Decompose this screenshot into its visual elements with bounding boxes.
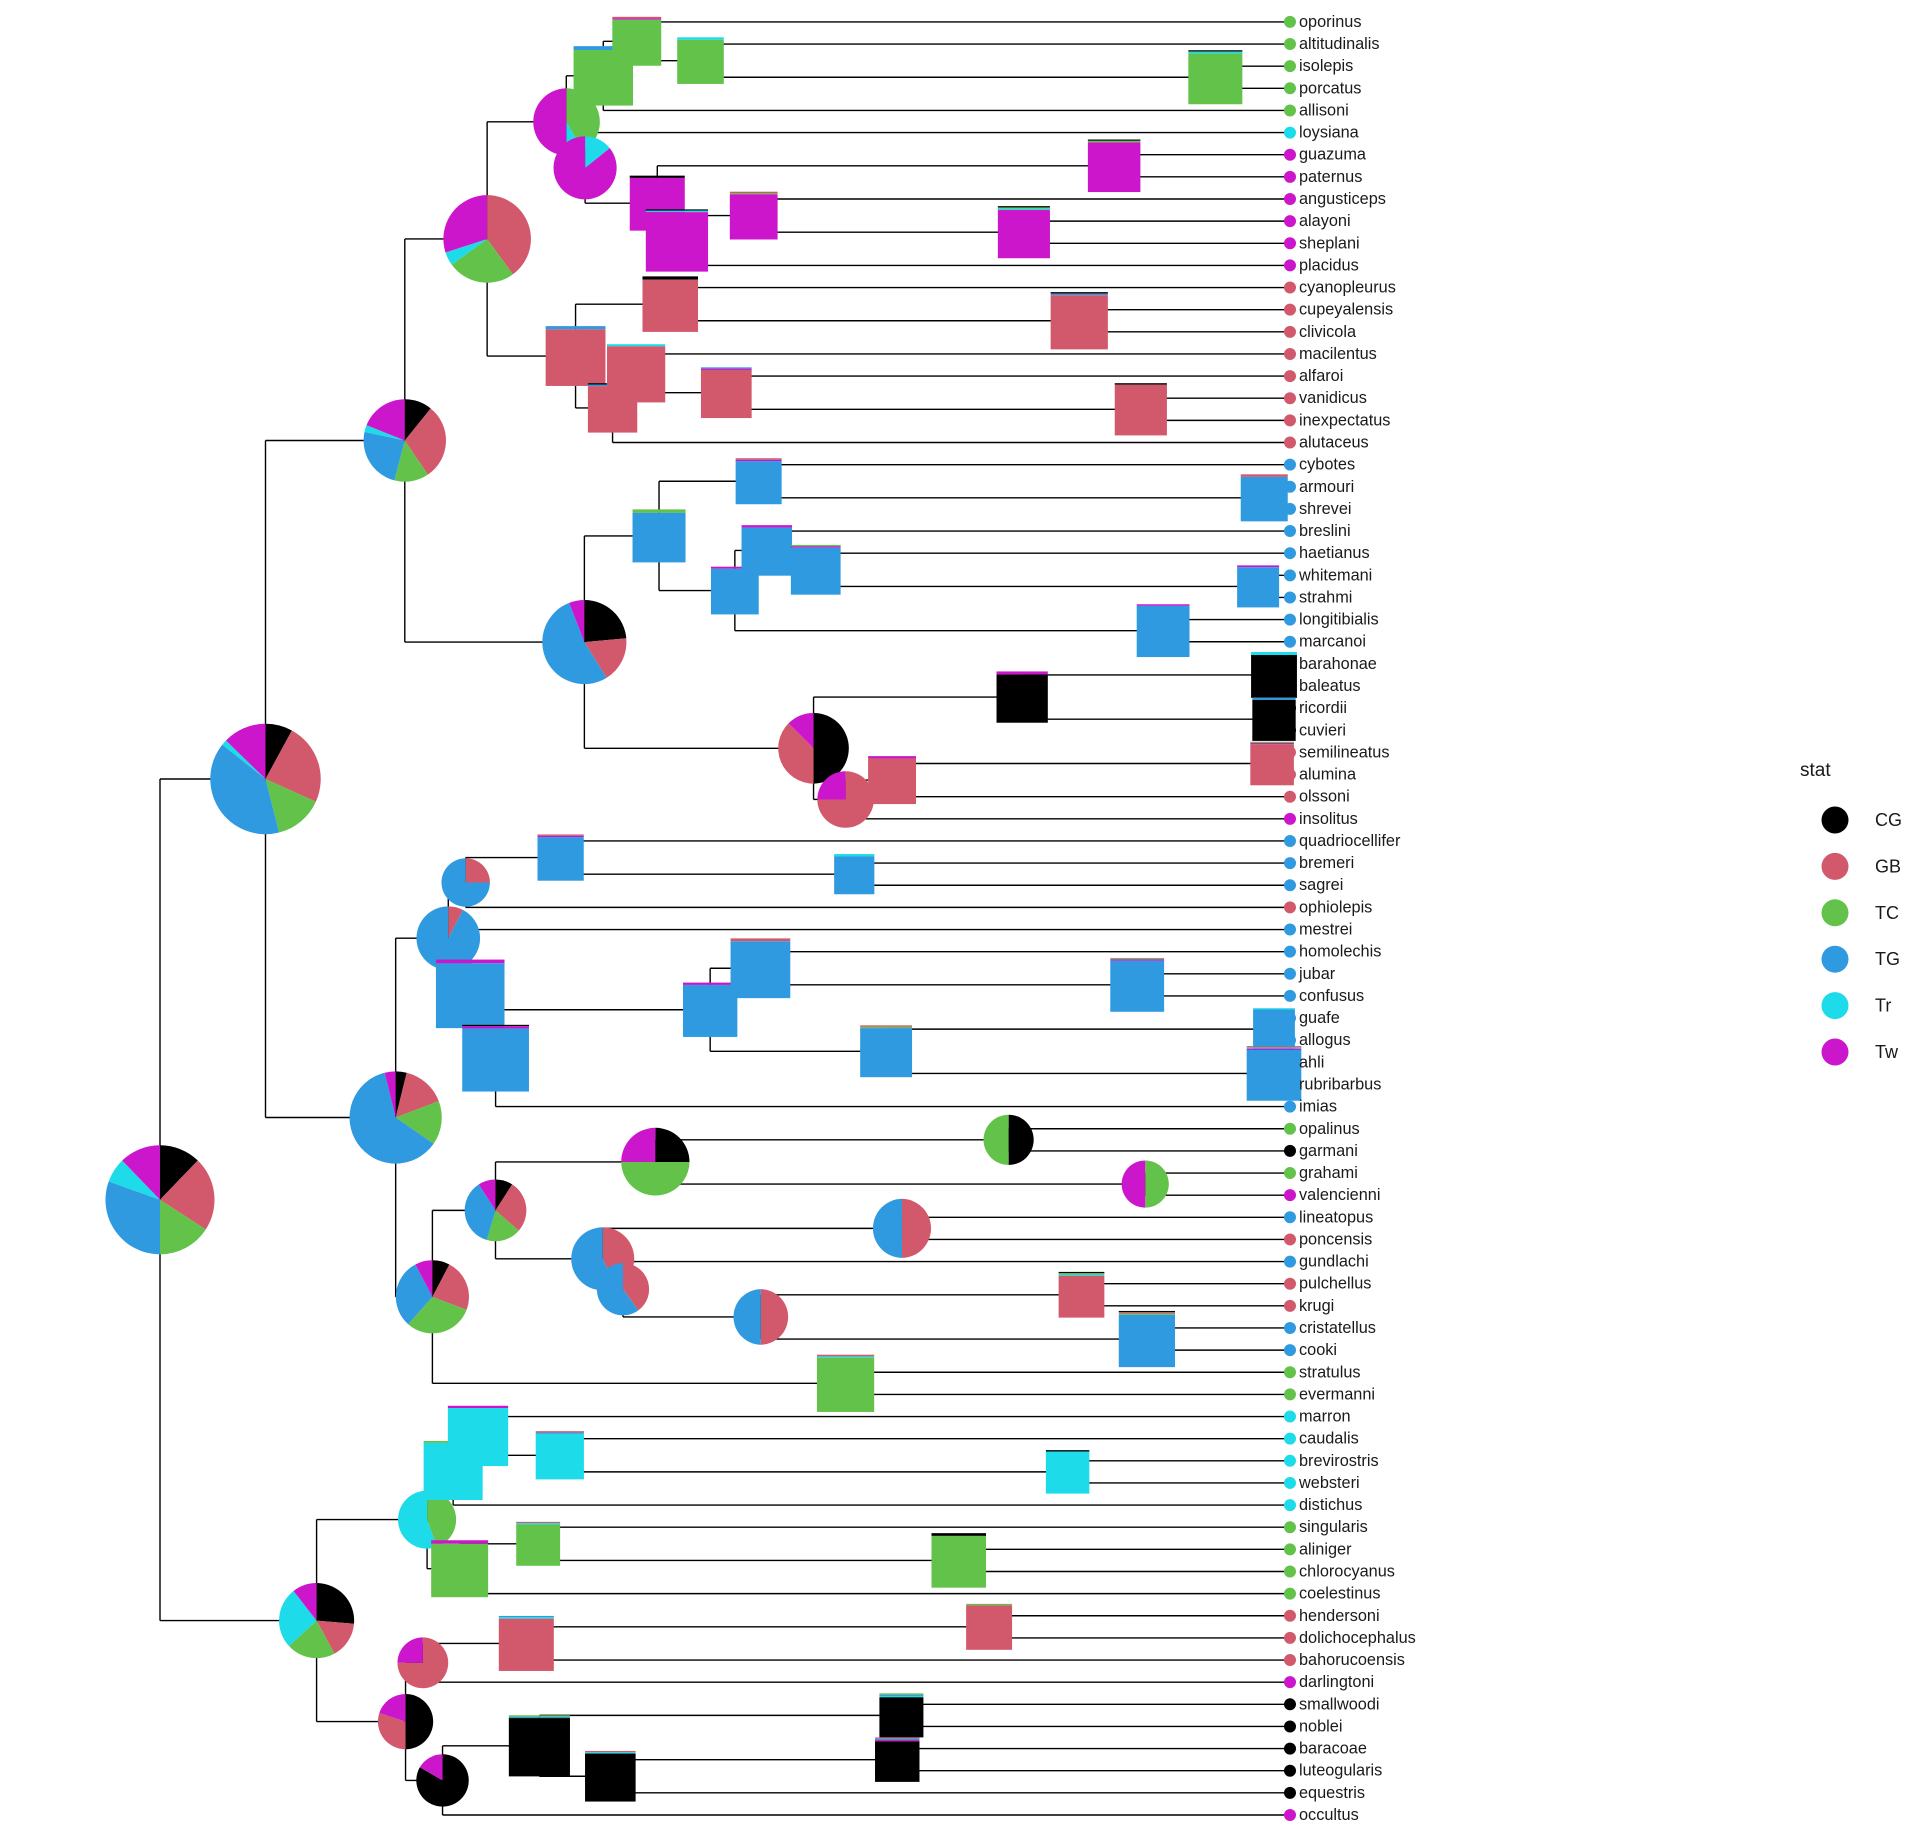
svg-text:breslini: breslini	[1299, 522, 1351, 540]
svg-text:rubribarbus: rubribarbus	[1299, 1075, 1381, 1093]
svg-text:placidus: placidus	[1299, 256, 1359, 274]
svg-text:Tr: Tr	[1875, 996, 1891, 1016]
svg-text:oporinus: oporinus	[1299, 13, 1361, 31]
svg-text:stat: stat	[1800, 760, 1831, 781]
svg-text:mestrei: mestrei	[1299, 921, 1352, 939]
svg-text:vanidicus: vanidicus	[1299, 389, 1367, 407]
svg-text:poncensis: poncensis	[1299, 1230, 1372, 1248]
svg-text:valencienni: valencienni	[1299, 1186, 1380, 1204]
svg-text:loysiana: loysiana	[1299, 124, 1360, 142]
svg-text:barahonae: barahonae	[1299, 655, 1377, 673]
svg-text:allogus: allogus	[1299, 1031, 1351, 1049]
svg-text:ricordii: ricordii	[1299, 699, 1347, 717]
svg-text:alumina: alumina	[1299, 766, 1357, 784]
svg-text:homolechis: homolechis	[1299, 943, 1381, 961]
svg-text:cooki: cooki	[1299, 1341, 1337, 1359]
svg-text:quadriocellifer: quadriocellifer	[1299, 832, 1401, 850]
svg-text:bahorucoensis: bahorucoensis	[1299, 1651, 1405, 1669]
svg-text:grahami: grahami	[1299, 1164, 1358, 1182]
svg-text:cyanopleurus: cyanopleurus	[1299, 279, 1396, 297]
svg-text:semilineatus: semilineatus	[1299, 743, 1390, 761]
svg-text:marcanoi: marcanoi	[1299, 633, 1366, 651]
svg-text:stratulus: stratulus	[1299, 1363, 1361, 1381]
svg-text:lineatopus: lineatopus	[1299, 1208, 1373, 1226]
svg-text:porcatus: porcatus	[1299, 79, 1361, 97]
svg-text:isolepis: isolepis	[1299, 57, 1353, 75]
svg-text:garmani: garmani	[1299, 1142, 1358, 1160]
svg-text:whitemani: whitemani	[1298, 566, 1372, 584]
svg-text:guazuma: guazuma	[1299, 146, 1367, 164]
svg-text:darlingtoni: darlingtoni	[1299, 1673, 1374, 1691]
svg-text:Tw: Tw	[1875, 1042, 1899, 1062]
svg-text:luteogularis: luteogularis	[1299, 1762, 1382, 1780]
svg-text:inexpectatus: inexpectatus	[1299, 411, 1390, 429]
svg-text:haetianus: haetianus	[1299, 544, 1370, 562]
svg-text:shrevei: shrevei	[1299, 500, 1352, 518]
svg-text:gundlachi: gundlachi	[1299, 1253, 1369, 1271]
svg-text:paternus: paternus	[1299, 168, 1362, 186]
svg-text:bremeri: bremeri	[1299, 854, 1354, 872]
svg-text:smallwoodi: smallwoodi	[1299, 1695, 1380, 1713]
svg-text:alutaceus: alutaceus	[1299, 434, 1369, 452]
svg-text:allisoni: allisoni	[1299, 101, 1349, 119]
svg-text:sheplani: sheplani	[1299, 234, 1360, 252]
svg-text:guafe: guafe	[1299, 1009, 1340, 1027]
svg-text:equestris: equestris	[1299, 1784, 1365, 1802]
svg-text:angusticeps: angusticeps	[1299, 190, 1386, 208]
svg-text:distichus: distichus	[1299, 1496, 1362, 1514]
svg-text:dolichocephalus: dolichocephalus	[1299, 1629, 1416, 1647]
svg-text:baleatus: baleatus	[1299, 677, 1361, 695]
svg-text:aliniger: aliniger	[1299, 1540, 1352, 1558]
svg-text:strahmi: strahmi	[1299, 588, 1352, 606]
svg-text:baracoae: baracoae	[1299, 1740, 1367, 1758]
svg-text:GB: GB	[1875, 856, 1901, 876]
svg-text:insolitus: insolitus	[1299, 810, 1358, 828]
svg-text:cupeyalensis: cupeyalensis	[1299, 301, 1393, 319]
svg-text:evermanni: evermanni	[1299, 1385, 1375, 1403]
svg-text:pulchellus: pulchellus	[1299, 1275, 1371, 1293]
svg-text:CG: CG	[1875, 810, 1902, 830]
svg-text:clivicola: clivicola	[1299, 323, 1357, 341]
svg-text:noblei: noblei	[1299, 1717, 1342, 1735]
svg-text:alayoni: alayoni	[1299, 212, 1351, 230]
svg-text:TC: TC	[1875, 903, 1899, 923]
svg-text:macilentus: macilentus	[1299, 345, 1377, 363]
svg-text:altitudinalis: altitudinalis	[1299, 35, 1380, 53]
svg-text:websteri: websteri	[1298, 1474, 1360, 1492]
svg-text:olssoni: olssoni	[1299, 788, 1350, 806]
svg-text:hendersoni: hendersoni	[1299, 1607, 1380, 1625]
svg-text:cuvieri: cuvieri	[1299, 721, 1346, 739]
svg-text:armouri: armouri	[1299, 478, 1354, 496]
svg-text:cristatellus: cristatellus	[1299, 1319, 1376, 1337]
svg-text:confusus: confusus	[1299, 987, 1364, 1005]
svg-text:sagrei: sagrei	[1299, 876, 1343, 894]
svg-text:coelestinus: coelestinus	[1299, 1585, 1380, 1603]
svg-text:ophiolepis: ophiolepis	[1299, 898, 1372, 916]
svg-text:occultus: occultus	[1299, 1806, 1359, 1824]
svg-text:cybotes: cybotes	[1299, 456, 1355, 474]
svg-text:caudalis: caudalis	[1299, 1430, 1359, 1448]
svg-text:singularis: singularis	[1299, 1518, 1368, 1536]
svg-text:opalinus: opalinus	[1299, 1120, 1360, 1138]
svg-text:marron: marron	[1299, 1408, 1351, 1426]
svg-text:ahli: ahli	[1299, 1053, 1324, 1071]
svg-text:brevirostris: brevirostris	[1299, 1452, 1379, 1470]
svg-text:chlorocyanus: chlorocyanus	[1299, 1562, 1395, 1580]
svg-text:jubar: jubar	[1298, 965, 1336, 983]
svg-text:alfaroi: alfaroi	[1299, 367, 1343, 385]
svg-text:imias: imias	[1299, 1098, 1337, 1116]
svg-text:TG: TG	[1875, 949, 1900, 969]
svg-text:krugi: krugi	[1299, 1297, 1334, 1315]
svg-text:longitibialis: longitibialis	[1299, 611, 1379, 629]
